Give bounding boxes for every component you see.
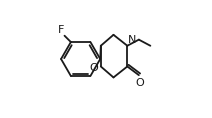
Text: O: O	[135, 78, 144, 88]
Text: O: O	[89, 63, 98, 73]
Text: N: N	[128, 35, 136, 45]
Text: F: F	[58, 25, 64, 35]
